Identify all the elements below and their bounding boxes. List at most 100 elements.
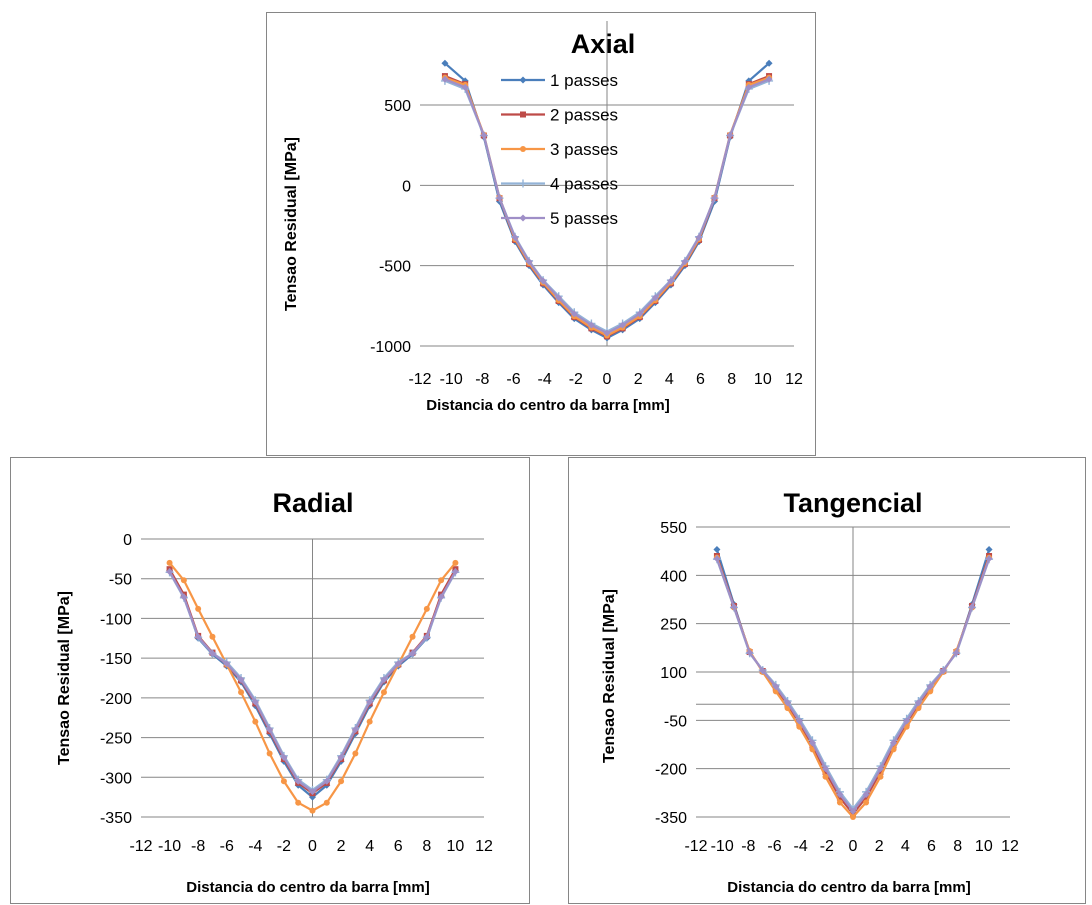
- x-tick-label: -6: [220, 838, 234, 855]
- x-tick-label: 8: [953, 838, 962, 855]
- data-point: [266, 750, 273, 757]
- y-tick-label: 0: [402, 178, 411, 195]
- data-point: [438, 577, 445, 584]
- data-point: [985, 546, 993, 554]
- data-point: [237, 676, 245, 684]
- data-point: [380, 689, 387, 696]
- chart-tangencial: Tangencial 550 400 250 100 -50 -200 -350 -12 -10-…: [568, 457, 1086, 904]
- data-point: [337, 753, 345, 761]
- data-point: [223, 660, 231, 668]
- data-point: [555, 294, 563, 302]
- data-point: [850, 814, 856, 820]
- y-tick-label: -1000: [370, 339, 411, 356]
- data-point: [309, 807, 316, 814]
- x-tick-label: 10: [447, 838, 465, 855]
- data-point: [441, 75, 449, 83]
- chart-title: Radial: [272, 488, 353, 518]
- x-tick-label: -10: [711, 838, 734, 855]
- x-tick-label: -8: [741, 838, 755, 855]
- data-point: [309, 788, 316, 796]
- legend-marker: [520, 146, 526, 152]
- x-tick-label: -10: [158, 838, 181, 855]
- data-point: [251, 698, 259, 706]
- data-point: [195, 605, 202, 612]
- data-point: [180, 577, 187, 584]
- data-point: [539, 277, 547, 285]
- legend-label: 3 passes: [550, 140, 618, 159]
- y-tick-label: -300: [100, 770, 132, 787]
- data-point: [166, 559, 173, 566]
- data-point: [603, 329, 611, 337]
- data-point: [309, 793, 316, 801]
- data-point: [441, 59, 449, 67]
- data-point: [939, 667, 947, 675]
- data-point: [985, 555, 993, 563]
- x-tick-label: 2: [634, 371, 643, 388]
- data-point: [208, 649, 216, 657]
- x-tick-label: 4: [901, 838, 910, 855]
- legend-item: 3 passes: [501, 140, 618, 159]
- data-point: [651, 294, 659, 302]
- data-point: [795, 717, 803, 725]
- data-point: [352, 750, 359, 757]
- data-point: [323, 799, 330, 806]
- chart-axial-svg: Axial 500 0 -500 -1000 -12 -10 -8 -6 -4 -2 0 2 4 6 8 10 1…: [283, 21, 803, 414]
- x-tick-label: 12: [475, 838, 493, 855]
- data-point: [808, 739, 816, 747]
- data-point: [409, 633, 416, 640]
- x-tick-label: -4: [794, 838, 808, 855]
- data-point: [480, 131, 488, 139]
- data-point: [926, 683, 934, 690]
- series-5: [166, 568, 459, 796]
- chart-title: Tangencial: [783, 488, 922, 518]
- data-point: [765, 75, 773, 83]
- y-tick-label: 250: [660, 617, 687, 634]
- data-point: [952, 649, 960, 657]
- y-tick-label: -50: [664, 713, 687, 730]
- x-tick-label: 2: [337, 838, 346, 855]
- x-tick-label: 6: [394, 838, 403, 855]
- x-tick-label: -2: [820, 838, 834, 855]
- data-point: [695, 234, 703, 242]
- data-point: [862, 790, 870, 798]
- y-tick-label: -100: [100, 611, 132, 628]
- series-5: [441, 75, 773, 337]
- data-point: [836, 790, 844, 798]
- data-point: [209, 633, 216, 640]
- y-tick-label: -350: [100, 810, 132, 827]
- y-axis-label: Tensao Residual [MPa]: [56, 591, 73, 765]
- legend-marker: [519, 76, 527, 84]
- legend-label: 1 passes: [550, 71, 618, 90]
- data-point: [619, 321, 627, 329]
- x-tick-label: -10: [440, 371, 463, 388]
- x-tick-label: 0: [849, 838, 858, 855]
- x-tick-label: 4: [665, 371, 674, 388]
- data-point: [511, 234, 519, 242]
- data-point: [745, 83, 753, 91]
- legend-label: 4 passes: [550, 175, 618, 194]
- data-point: [366, 718, 373, 725]
- series-5: [713, 555, 993, 815]
- data-point: [294, 777, 302, 785]
- legend-marker: [519, 179, 527, 188]
- x-tick-label: 2: [875, 838, 884, 855]
- x-axis-label: Distancia do centro da barra [mm]: [727, 879, 970, 896]
- data-point: [772, 683, 780, 690]
- legend-marker: [519, 214, 527, 222]
- data-point: [451, 568, 459, 576]
- x-tick-label: 12: [785, 371, 803, 388]
- y-tick-label: 500: [384, 98, 411, 115]
- legend-item: 1 passes: [501, 71, 618, 90]
- data-point: [452, 559, 459, 566]
- chart-title: Axial: [571, 29, 636, 59]
- legend-marker: [520, 111, 526, 118]
- x-tick-label: -12: [684, 838, 707, 855]
- data-point: [570, 310, 578, 318]
- legend-item: 2 passes: [501, 106, 618, 125]
- data-point: [822, 765, 830, 773]
- data-point: [266, 726, 274, 734]
- x-tick-label: -2: [277, 838, 291, 855]
- x-tick-label: 8: [422, 838, 431, 855]
